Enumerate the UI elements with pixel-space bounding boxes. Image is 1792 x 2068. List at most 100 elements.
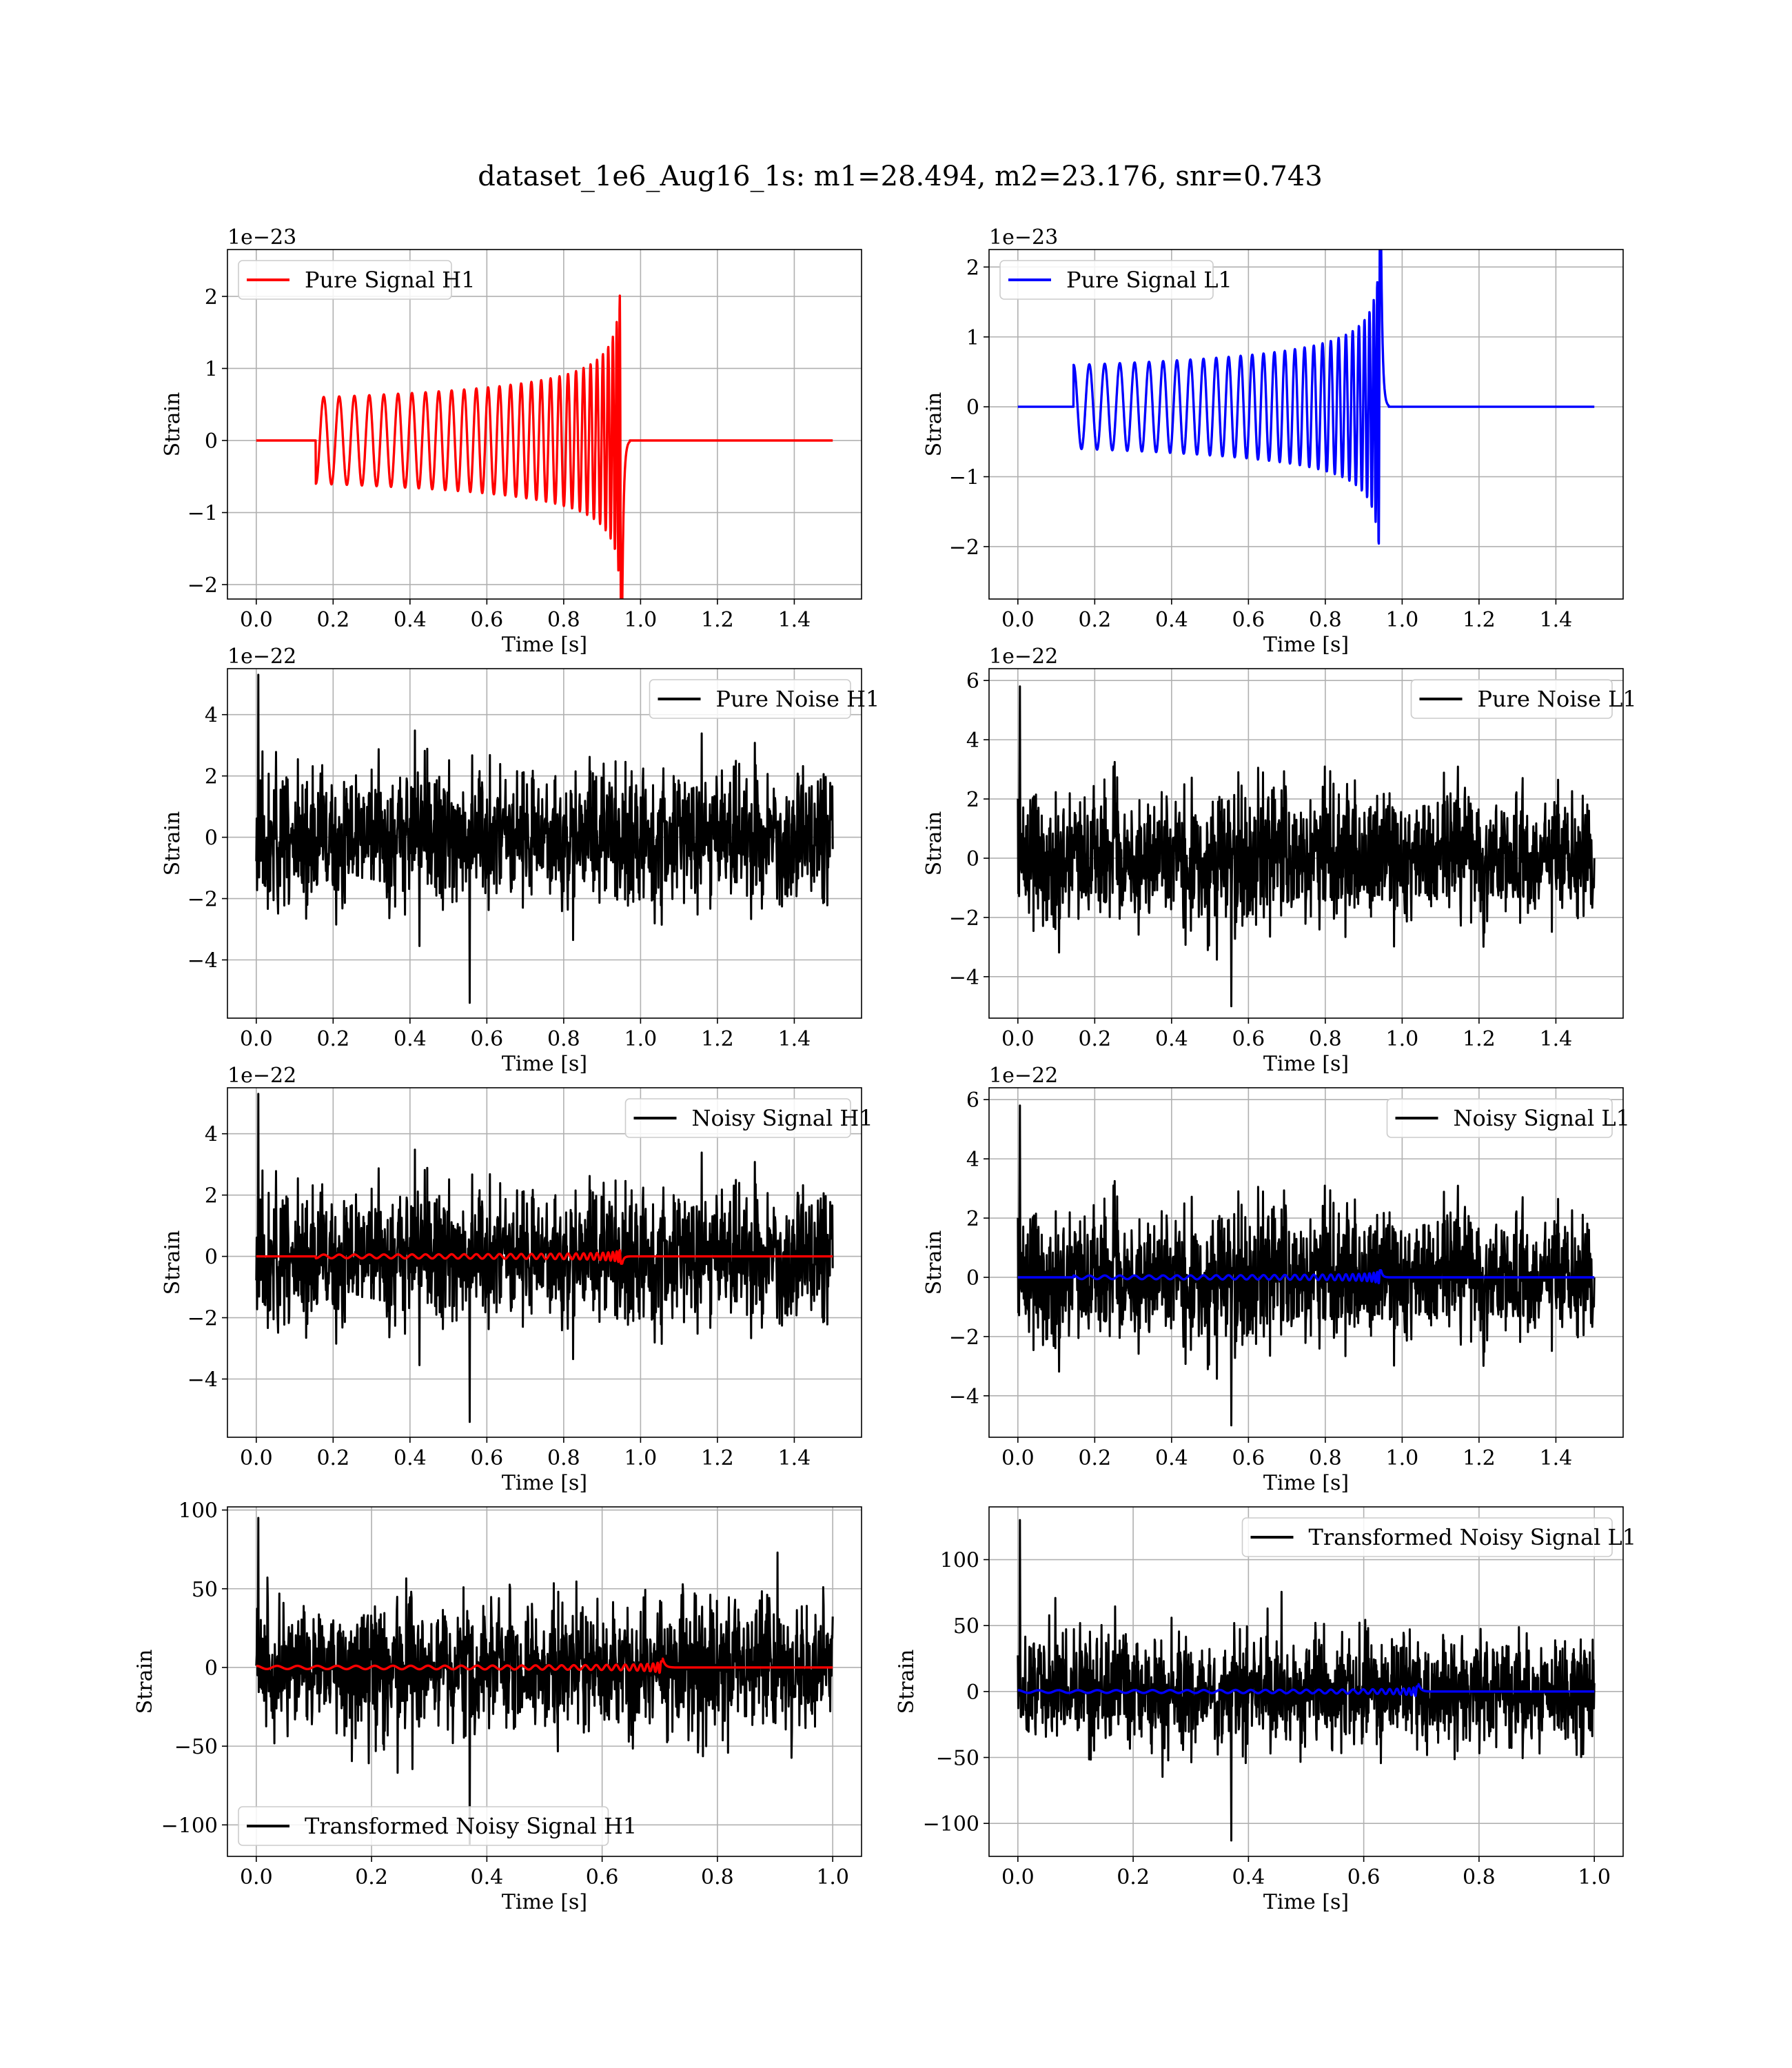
- y-tick-label: 0: [205, 827, 218, 851]
- x-tick-label: 1.4: [1540, 1027, 1573, 1051]
- x-tick-label: 0.0: [240, 608, 273, 632]
- y-tick-label: 4: [205, 1123, 218, 1147]
- x-axis-label: Time [s]: [1263, 1052, 1349, 1076]
- x-tick-label: 0.2: [1078, 1446, 1111, 1470]
- y-axis-label: Strain: [161, 811, 185, 876]
- x-axis-label: Time [s]: [502, 1471, 587, 1495]
- subplot-5: 0.0 0.2 0.4 0.6 0.8 1.0 1.2 1.4 −4 −2 0 2 4 Time [s] S…: [161, 1064, 873, 1495]
- x-tick-label: 0.2: [316, 608, 349, 632]
- y-tick-label: −4: [187, 949, 218, 973]
- y-tick-label: −2: [949, 536, 979, 560]
- x-tick-label: 1.4: [778, 1027, 811, 1051]
- legend-frame: [238, 260, 452, 300]
- x-tick-label: 0.0: [240, 1865, 273, 1889]
- pure-signal-h1-line: [255, 294, 834, 599]
- x-tick-label: 0.0: [1001, 1865, 1035, 1889]
- y-tick-label: 0: [205, 1246, 218, 1270]
- x-tick-label: 0.2: [1078, 608, 1111, 632]
- legend-frame: [649, 679, 851, 719]
- x-tick-label: 0.0: [1001, 1027, 1035, 1051]
- axes-frame: [988, 668, 1624, 1019]
- subplot-2: 0.0 0.2 0.4 0.6 0.8 1.0 1.2 1.4 −2 −1 0 1 2 Time [s] S…: [922, 225, 1624, 657]
- y-offset-text: 1e−22: [989, 1064, 1058, 1088]
- y-axis-label: Strain: [922, 811, 946, 876]
- legend: Noisy Signal H1: [624, 1098, 873, 1138]
- series-group: [1017, 685, 1596, 1008]
- y-tick-label: 4: [966, 1148, 979, 1172]
- series-group: [1017, 1104, 1596, 1427]
- x-tick-label: 0.6: [471, 1027, 504, 1051]
- figure-title: dataset_1e6_Aug16_1s: m1=28.494, m2=23.1…: [478, 161, 1323, 192]
- y-tick-label: −4: [949, 966, 979, 990]
- legend-label: Pure Noise H1: [716, 686, 880, 712]
- y-tick-label: 100: [940, 1549, 979, 1573]
- x-tick-label: 1.2: [701, 1446, 734, 1470]
- x-tick-label: 0.6: [1347, 1865, 1381, 1889]
- x-tick-label: 1.2: [1463, 1027, 1496, 1051]
- x-tick-label: 0.6: [471, 1446, 504, 1470]
- y-tick-label: −50: [174, 1735, 218, 1759]
- subplot-4: 0.0 0.2 0.4 0.6 0.8 1.0 1.2 1.4 −4 −2 0 2 4 6 Time [s]…: [922, 645, 1637, 1076]
- legend-label: Transformed Noisy Signal L1: [1309, 1524, 1637, 1550]
- subplot-1: 0.0 0.2 0.4 0.6 0.8 1.0 1.2 1.4 −2 −1 0 1 2 Time [s] S…: [161, 225, 862, 657]
- x-tick-label: 0.0: [240, 1446, 273, 1470]
- x-tick-label: 1.4: [778, 608, 811, 632]
- y-tick-label: 2: [966, 256, 979, 280]
- legend-label: Pure Signal L1: [1066, 267, 1232, 293]
- y-tick-label: 2: [205, 285, 218, 310]
- y-tick-label: 0: [966, 847, 979, 871]
- legend: Pure Signal H1: [238, 260, 476, 300]
- x-tick-label: 0.4: [1155, 1027, 1188, 1051]
- x-axis-label: Time [s]: [502, 1890, 587, 1914]
- axes-frame: [227, 249, 862, 600]
- legend: Transformed Noisy Signal H1: [238, 1806, 637, 1846]
- legend: Pure Signal L1: [999, 260, 1232, 300]
- axes-frame: [227, 668, 862, 1019]
- legend-frame: [1386, 1098, 1613, 1138]
- y-tick-label: 6: [966, 1088, 979, 1113]
- y-tick-label: −2: [187, 888, 218, 912]
- subplot-grid: 0.0 0.2 0.4 0.6 0.8 1.0 1.2 1.4 −2 −1 0 1 2 Time [s] S…: [133, 225, 1637, 1914]
- x-tick-label: 0.4: [471, 1865, 504, 1889]
- x-tick-label: 0.8: [547, 608, 580, 632]
- x-tick-label: 0.6: [471, 608, 504, 632]
- legend-frame: [1410, 679, 1613, 719]
- y-tick-label: −2: [187, 574, 218, 598]
- x-tick-label: 1.0: [1386, 608, 1419, 632]
- y-tick-label: −2: [949, 1326, 979, 1350]
- y-offset-text: 1e−23: [227, 225, 296, 250]
- x-tick-label: 1.2: [701, 608, 734, 632]
- x-tick-label: 1.0: [1578, 1865, 1611, 1889]
- x-tick-label: 1.0: [1386, 1027, 1419, 1051]
- y-tick-label: −100: [923, 1812, 979, 1836]
- y-offset-text: 1e−22: [227, 645, 296, 669]
- subplot-8: 0.0 0.2 0.4 0.6 0.8 1.0 −100 −50 0 50 100 Time [s] S…: [895, 1506, 1637, 1914]
- x-tick-label: 0.2: [316, 1027, 349, 1051]
- y-tick-label: 4: [205, 704, 218, 728]
- noisy-signal-l1-line: [1017, 1104, 1596, 1427]
- x-tick-label: 0.2: [1117, 1865, 1150, 1889]
- x-tick-label: 0.4: [394, 1446, 427, 1470]
- subplot-3: 0.0 0.2 0.4 0.6 0.8 1.0 1.2 1.4 −4 −2 0 2 4 Time [s] S…: [161, 645, 879, 1076]
- x-tick-label: 0.0: [240, 1027, 273, 1051]
- x-tick-label: 0.6: [586, 1865, 619, 1889]
- y-tick-label: −2: [187, 1307, 218, 1331]
- legend-label: Transformed Noisy Signal H1: [305, 1813, 637, 1839]
- grid: [227, 1507, 862, 1856]
- x-tick-label: 0.8: [1309, 1027, 1342, 1051]
- x-tick-label: 1.2: [1463, 1446, 1496, 1470]
- y-tick-label: 4: [966, 729, 979, 753]
- legend-label: Pure Noise L1: [1478, 686, 1637, 712]
- y-tick-label: 2: [966, 788, 979, 812]
- y-tick-label: −100: [161, 1814, 218, 1838]
- x-tick-label: 0.2: [316, 1446, 349, 1470]
- transformed-noisy-signal-l1-line: [1017, 1519, 1596, 1842]
- pure-noise-l1-line: [1017, 685, 1596, 1008]
- y-axis-label: Strain: [922, 1230, 946, 1295]
- legend: Pure Noise H1: [649, 679, 880, 719]
- y-tick-label: 2: [966, 1207, 979, 1231]
- legend-frame: [1241, 1517, 1613, 1557]
- x-tick-label: 1.4: [1540, 608, 1573, 632]
- y-tick-label: −4: [949, 1385, 979, 1409]
